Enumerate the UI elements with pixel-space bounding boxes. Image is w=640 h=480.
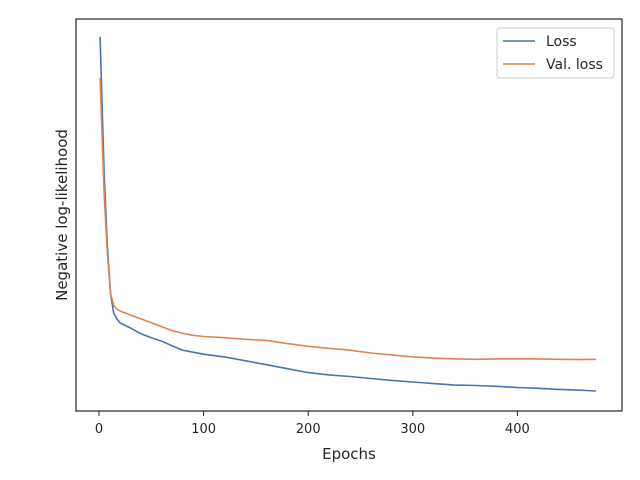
legend: Loss Val. loss — [496, 27, 615, 79]
x-axis-ticks: 0 100 200 300 400 — [95, 411, 530, 437]
series-line-loss — [99, 36, 596, 392]
series-line-val-loss — [99, 77, 596, 361]
x-tick-label: 300 — [400, 422, 425, 437]
x-axis-label: Epochs — [322, 445, 376, 463]
x-tick-label: 0 — [95, 422, 103, 437]
y-axis-label: Negative log-likelihood — [53, 129, 71, 301]
plot-background — [76, 19, 622, 411]
x-tick-label: 400 — [505, 422, 530, 437]
legend-label-val-loss: Val. loss — [546, 57, 603, 73]
legend-label-loss: Loss — [546, 34, 577, 50]
plot-area — [75, 18, 623, 412]
x-tick-label: 100 — [191, 422, 216, 437]
x-tick-label: 200 — [296, 422, 321, 437]
plot-frame — [75, 18, 623, 412]
series-layer — [99, 36, 596, 392]
